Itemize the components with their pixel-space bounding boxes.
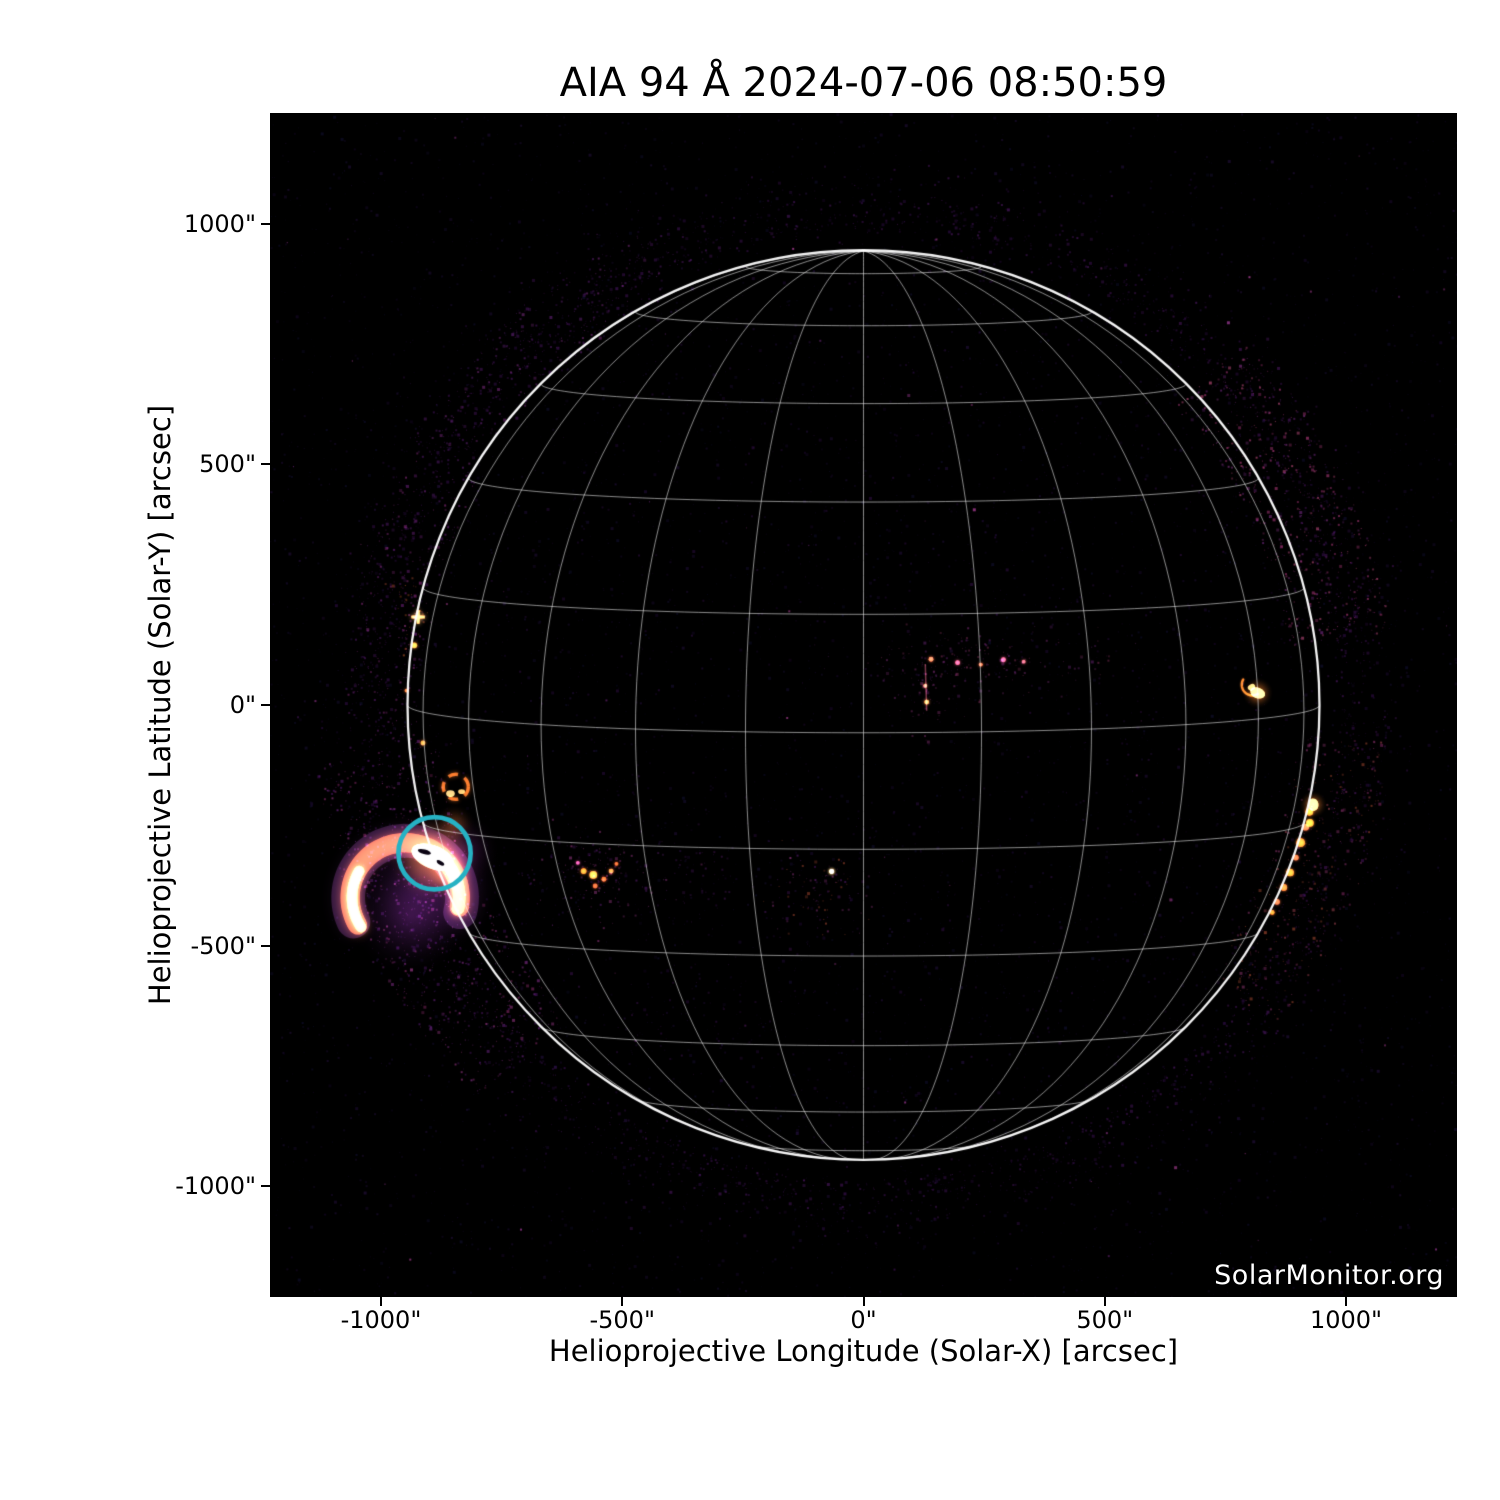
x-tick-label: -500" <box>589 1306 655 1334</box>
y-tick-mark <box>261 944 270 947</box>
plot-area: SolarMonitor.org <box>270 113 1457 1297</box>
y-tick-label: 0" <box>229 691 256 719</box>
x-axis-label: Helioprojective Longitude (Solar-X) [arc… <box>548 1334 1179 1368</box>
y-axis-label: Helioprojective Latitude (Solar-Y) [arcs… <box>143 404 177 1006</box>
y-tick-label: 1000" <box>183 209 256 238</box>
x-tick-mark <box>1345 1297 1348 1306</box>
x-tick-mark <box>379 1297 382 1306</box>
x-tick-label: -1000" <box>340 1306 422 1334</box>
y-tick-mark <box>261 463 270 466</box>
solar-image-canvas <box>270 113 1457 1297</box>
y-tick-label: -500" <box>190 931 256 960</box>
y-tick-mark <box>261 1185 270 1188</box>
x-tick-label: 500" <box>1076 1306 1134 1334</box>
y-tick-label: -1000" <box>175 1172 256 1201</box>
x-tick-label: 1000" <box>1309 1306 1383 1334</box>
watermark: SolarMonitor.org <box>1214 1260 1444 1291</box>
x-tick-label: 0" <box>850 1306 877 1334</box>
x-tick-mark <box>621 1297 624 1306</box>
x-tick-mark <box>1103 1297 1106 1306</box>
x-tick-mark <box>862 1297 865 1306</box>
y-tick-label: 500" <box>199 450 256 479</box>
chart-title: AIA 94 Å 2024-07-06 08:50:59 <box>559 60 1168 106</box>
y-tick-mark <box>261 222 270 225</box>
y-tick-mark <box>261 704 270 706</box>
